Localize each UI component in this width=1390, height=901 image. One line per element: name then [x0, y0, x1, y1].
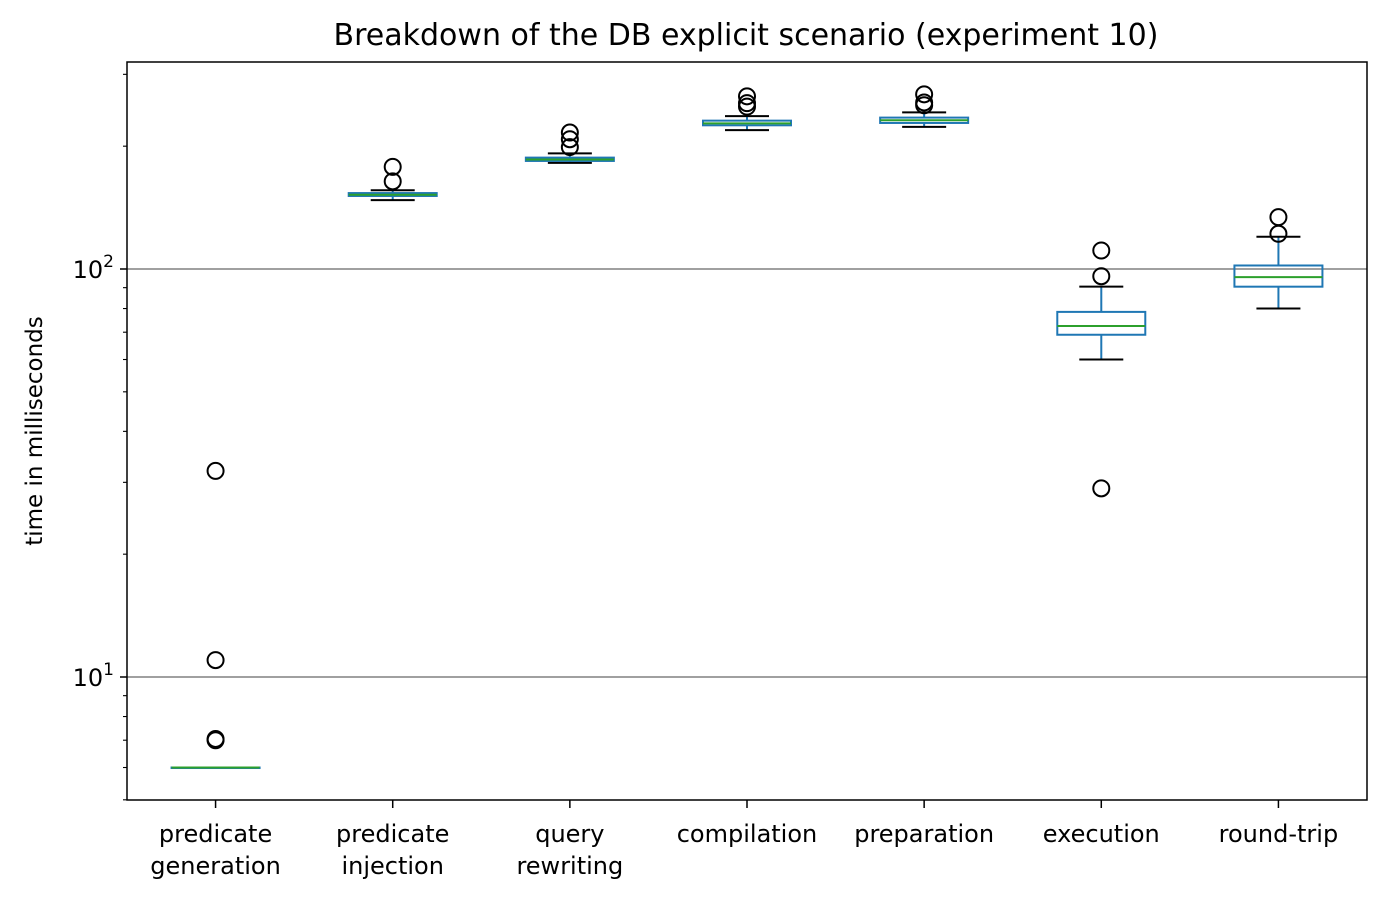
- outlier-point: [206, 729, 225, 748]
- outlier-point: [1092, 267, 1111, 286]
- plot-area-frame: [126, 61, 1368, 801]
- outlier-point: [383, 157, 402, 176]
- box-group: [1056, 241, 1147, 498]
- x-tick-label: round-trip: [1219, 820, 1339, 848]
- outlier-point: [206, 651, 225, 670]
- box-group: [702, 87, 792, 132]
- outlier-point: [560, 130, 579, 149]
- y-tick-label: 102: [73, 252, 114, 284]
- outlier-point: [383, 172, 402, 191]
- x-tick-label: preparation: [854, 820, 994, 848]
- box-group: [524, 123, 615, 164]
- outlier-point: [738, 87, 756, 106]
- box-group: [1233, 208, 1324, 310]
- y-axis-label: time in milliseconds: [22, 316, 48, 546]
- x-tick-label: predicate generation: [150, 820, 281, 880]
- box-group: [347, 157, 438, 202]
- chart-title: Breakdown of the DB explicit scenario (e…: [334, 18, 1159, 53]
- x-tick-label: execution: [1043, 820, 1160, 848]
- outlier-point: [915, 93, 934, 112]
- grid-lines: [127, 268, 1367, 678]
- box-series: [170, 85, 1324, 770]
- y-tick-label: 101: [73, 660, 114, 692]
- x-tick-label: predicate injection: [336, 820, 449, 880]
- x-tick-label: compilation: [677, 820, 818, 848]
- outlier-point: [1092, 479, 1111, 498]
- box-group: [879, 85, 970, 128]
- box-iqr: [1056, 310, 1147, 336]
- x-axis-ticks: predicate generation predicate injection que…: [150, 800, 1338, 880]
- outlier-point: [560, 138, 579, 157]
- box-group: [170, 461, 261, 770]
- outlier-point: [1269, 208, 1288, 227]
- outlier-point: [738, 94, 756, 113]
- outlier-point: [1092, 241, 1111, 260]
- x-tick-label: query rewriting: [516, 820, 623, 880]
- y-axis-ticks: 101 102: [73, 73, 127, 801]
- outlier-point: [915, 85, 934, 104]
- outlier-point: [560, 123, 579, 142]
- outlier-point: [206, 461, 225, 480]
- box-iqr: [1233, 264, 1324, 288]
